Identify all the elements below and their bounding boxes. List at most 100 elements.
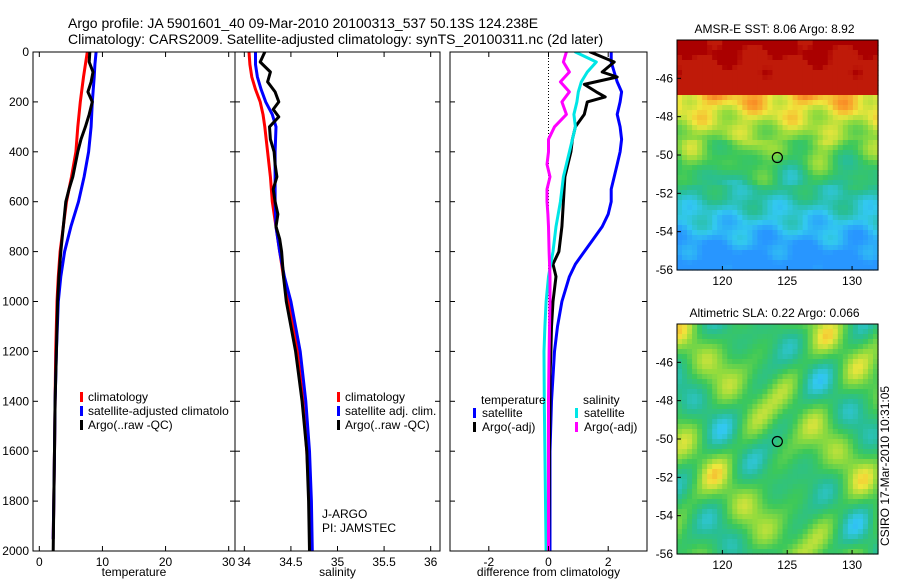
- difference-xtick-label: 0: [545, 555, 552, 569]
- altimetric-sla-map-cell: [692, 524, 698, 530]
- altimetric-sla-map-cell: [677, 359, 683, 365]
- altimetric-sla-map-cell: [802, 514, 809, 520]
- amsr-sst-map-cell: [812, 130, 819, 136]
- amsr-sst-map-cell: [732, 255, 738, 261]
- amsr-sst-map-cell: [847, 55, 854, 61]
- altimetric-sla-map-cell: [677, 529, 683, 535]
- altimetric-sla-map-cell: [682, 399, 688, 405]
- amsr-sst-map-cell: [857, 250, 864, 256]
- altimetric-sla-map-cell: [707, 334, 713, 340]
- amsr-sst-map-cell: [827, 240, 834, 246]
- amsr-sst-map-cell: [762, 105, 769, 111]
- altimetric-sla-map-cell: [837, 454, 844, 460]
- amsr-sst-map-cell: [812, 255, 819, 261]
- altimetric-sla-map-cell: [682, 459, 688, 465]
- altimetric-sla-map-cell: [732, 384, 738, 390]
- altimetric-sla-map-cell: [862, 359, 869, 365]
- altimetric-sla-map-cell: [702, 434, 708, 440]
- altimetric-sla-map-cell: [777, 354, 784, 360]
- amsr-sst-map-cell: [857, 240, 864, 246]
- amsr-sst-map-cell: [782, 60, 789, 66]
- amsr-sst-map-cell: [802, 115, 809, 121]
- altimetric-sla-map-cell: [802, 529, 809, 535]
- altimetric-sla-map-cell: [852, 494, 859, 500]
- altimetric-sla-map-cell: [712, 369, 718, 375]
- amsr-sst-map-cell: [742, 105, 748, 111]
- altimetric-sla-map-cell: [737, 454, 743, 460]
- amsr-sst-map-cell: [702, 200, 708, 206]
- amsr-sst-map-cell: [822, 160, 829, 166]
- temperature-legend-swatch: [80, 406, 83, 416]
- altimetric-sla-map-cell: [747, 339, 753, 345]
- altimetric-sla-map-cell: [867, 509, 874, 515]
- amsr-sst-map-cell: [767, 45, 774, 51]
- amsr-sst-map-cell: [777, 225, 784, 231]
- amsr-sst-map-cell: [867, 245, 874, 251]
- amsr-sst-map-cell: [862, 145, 869, 151]
- amsr-sst-map-cell: [742, 170, 748, 176]
- altimetric-sla-map-cell: [782, 509, 789, 515]
- amsr-sst-map-cell: [687, 230, 693, 236]
- amsr-sst-map-cell: [787, 245, 794, 251]
- amsr-sst-map-cell: [772, 85, 779, 91]
- altimetric-sla-map-cell: [807, 344, 814, 350]
- altimetric-sla-map-cell: [707, 394, 713, 400]
- altimetric-sla-map-cell: [797, 459, 804, 465]
- altimetric-sla-map-cell: [732, 479, 738, 485]
- altimetric-sla-map-cell: [822, 374, 829, 380]
- altimetric-sla-map-cell: [832, 529, 839, 535]
- altimetric-sla-map-cell: [742, 329, 748, 335]
- amsr-sst-map-cell: [747, 180, 753, 186]
- altimetric-sla-map-cell: [777, 489, 784, 495]
- amsr-sst-map-cell: [707, 145, 713, 151]
- amsr-sst-map-cell: [792, 160, 799, 166]
- amsr-sst-map-cell: [722, 95, 728, 101]
- amsr-sst-map-cell: [747, 200, 753, 206]
- altimetric-sla-map-cell: [847, 504, 854, 510]
- amsr-sst-map-cell: [712, 220, 718, 226]
- amsr-sst-map-cell: [717, 160, 723, 166]
- amsr-sst-map-cell: [702, 150, 708, 156]
- altimetric-sla-map-cell: [682, 464, 688, 470]
- altimetric-sla-map-cell: [717, 384, 723, 390]
- amsr-sst-map-cell: [787, 125, 794, 131]
- temperature-series-argo-raw-qc-: [51, 52, 95, 551]
- amsr-sst-map-cell: [722, 100, 728, 106]
- amsr-sst-map-cell: [842, 105, 849, 111]
- altimetric-sla-map-cell: [797, 549, 804, 555]
- amsr-sst-map-cell: [757, 230, 764, 236]
- altimetric-sla-map-cell: [817, 389, 824, 395]
- altimetric-sla-map-cell: [797, 404, 804, 410]
- altimetric-sla-map-cell: [857, 419, 864, 425]
- altimetric-sla-map-cell: [782, 324, 789, 330]
- amsr-sst-map-cell: [772, 210, 779, 216]
- altimetric-sla-map-cell: [717, 489, 723, 495]
- amsr-sst-map-cell: [867, 205, 874, 211]
- amsr-sst-map-cell: [842, 210, 849, 216]
- amsr-sst-map-cell: [867, 95, 874, 101]
- altimetric-sla-map-cell: [697, 384, 703, 390]
- altimetric-sla-map-cell: [782, 414, 789, 420]
- altimetric-sla-map-cell: [727, 369, 733, 375]
- amsr-sst-map-cell: [832, 205, 839, 211]
- amsr-sst-map-cell: [787, 180, 794, 186]
- amsr-sst-map-cell: [797, 260, 804, 266]
- altimetric-sla-map-cell: [677, 489, 683, 495]
- altimetric-sla-map-cell: [792, 434, 799, 440]
- altimetric-sla-map-cell: [837, 364, 844, 370]
- amsr-sst-map-cell: [812, 155, 819, 161]
- altimetric-sla-map-cell: [797, 369, 804, 375]
- altimetric-sla-map-cell: [812, 339, 819, 345]
- amsr-sst-map-cell: [797, 100, 804, 106]
- altimetric-sla-map-cell: [852, 404, 859, 410]
- amsr-sst-map-cell: [712, 155, 718, 161]
- amsr-sst-map-cell: [767, 245, 774, 251]
- amsr-sst-map-cell: [722, 225, 728, 231]
- amsr-sst-map-cell: [702, 205, 708, 211]
- amsr-sst-map-cell: [697, 155, 703, 161]
- amsr-sst-map-cell: [742, 45, 748, 51]
- amsr-sst-map-cell: [707, 55, 713, 61]
- amsr-sst-map-cell: [817, 125, 824, 131]
- altimetric-sla-map-cell: [812, 414, 819, 420]
- altimetric-sla-map-cell: [732, 444, 738, 450]
